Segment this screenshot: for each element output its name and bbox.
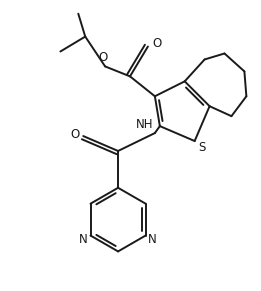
Text: N: N bbox=[148, 233, 157, 246]
Text: O: O bbox=[98, 51, 108, 64]
Text: NH: NH bbox=[136, 118, 154, 131]
Text: O: O bbox=[71, 127, 80, 141]
Text: O: O bbox=[152, 37, 162, 50]
Text: N: N bbox=[79, 233, 88, 246]
Text: S: S bbox=[198, 141, 205, 155]
